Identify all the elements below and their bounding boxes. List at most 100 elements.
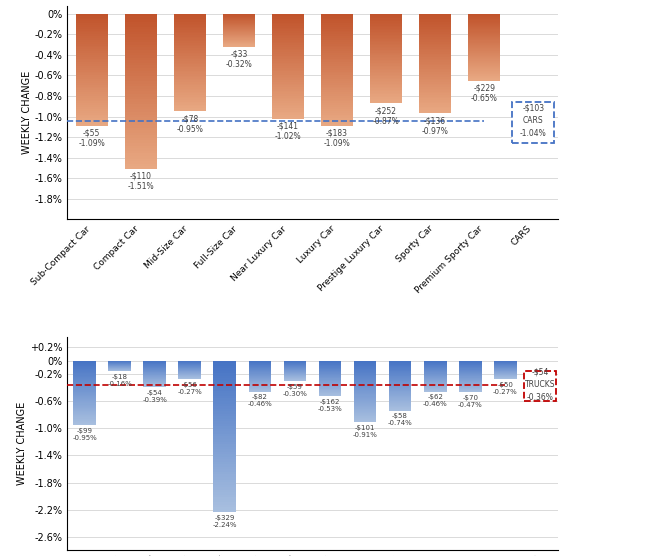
Bar bbox=[353, 383, 376, 384]
Bar bbox=[272, 16, 304, 17]
Bar bbox=[125, 63, 157, 66]
Bar bbox=[214, 436, 237, 439]
Bar bbox=[174, 37, 206, 38]
Bar bbox=[73, 383, 96, 384]
Bar bbox=[370, 102, 402, 103]
Bar bbox=[272, 86, 304, 87]
Bar bbox=[370, 84, 402, 85]
Bar bbox=[272, 52, 304, 54]
Bar bbox=[388, 384, 411, 385]
Bar bbox=[272, 29, 304, 31]
Bar bbox=[370, 39, 402, 41]
Bar bbox=[388, 369, 411, 370]
Bar bbox=[353, 401, 376, 403]
Bar bbox=[76, 94, 108, 96]
Bar bbox=[76, 77, 108, 79]
Bar bbox=[125, 24, 157, 27]
Bar bbox=[214, 431, 237, 434]
Bar bbox=[370, 94, 402, 96]
Bar bbox=[73, 404, 96, 405]
Bar bbox=[272, 31, 304, 33]
Bar bbox=[319, 367, 341, 368]
Bar bbox=[73, 399, 96, 400]
Bar bbox=[468, 67, 500, 68]
Bar bbox=[272, 37, 304, 38]
Bar bbox=[73, 413, 96, 414]
Bar bbox=[419, 65, 451, 67]
Bar bbox=[76, 31, 108, 32]
Bar bbox=[468, 19, 500, 21]
Bar bbox=[353, 380, 376, 381]
Bar bbox=[125, 138, 157, 141]
Bar bbox=[73, 406, 96, 408]
Bar bbox=[353, 381, 376, 382]
Bar bbox=[76, 115, 108, 116]
Bar bbox=[319, 384, 341, 385]
Bar bbox=[214, 371, 237, 373]
Bar bbox=[321, 64, 353, 66]
Bar bbox=[353, 394, 376, 395]
Bar bbox=[174, 20, 206, 22]
Bar bbox=[174, 107, 206, 108]
Bar bbox=[76, 64, 108, 66]
Bar bbox=[353, 387, 376, 388]
Bar bbox=[73, 396, 96, 397]
Bar bbox=[272, 57, 304, 59]
Bar bbox=[468, 15, 500, 16]
Bar bbox=[468, 23, 500, 24]
Bar bbox=[73, 398, 96, 399]
Bar bbox=[419, 21, 451, 22]
Bar bbox=[174, 35, 206, 37]
Bar bbox=[272, 26, 304, 28]
Bar bbox=[174, 17, 206, 19]
Bar bbox=[319, 372, 341, 373]
Bar bbox=[468, 63, 500, 64]
Bar bbox=[468, 27, 500, 28]
Bar bbox=[73, 367, 96, 368]
Bar bbox=[174, 82, 206, 84]
Bar bbox=[125, 102, 157, 105]
Bar bbox=[370, 66, 402, 67]
Bar bbox=[353, 409, 376, 410]
Bar bbox=[321, 31, 353, 32]
Bar bbox=[321, 43, 353, 46]
Bar bbox=[353, 382, 376, 383]
Bar bbox=[353, 398, 376, 399]
Bar bbox=[370, 75, 402, 76]
Bar bbox=[73, 366, 96, 367]
Bar bbox=[73, 394, 96, 395]
Bar bbox=[370, 88, 402, 90]
Bar bbox=[174, 69, 206, 71]
Bar bbox=[214, 406, 237, 409]
Bar bbox=[76, 49, 108, 51]
Bar bbox=[321, 27, 353, 29]
Bar bbox=[468, 56, 500, 57]
Bar bbox=[468, 53, 500, 54]
Bar bbox=[388, 386, 411, 388]
Text: -$55
-1.09%: -$55 -1.09% bbox=[79, 129, 105, 148]
Bar bbox=[370, 18, 402, 19]
Bar bbox=[76, 36, 108, 38]
Bar bbox=[388, 363, 411, 364]
Bar bbox=[370, 100, 402, 102]
Bar bbox=[353, 390, 376, 391]
Bar bbox=[76, 61, 108, 62]
Bar bbox=[419, 47, 451, 49]
Bar bbox=[321, 17, 353, 19]
Bar bbox=[272, 103, 304, 105]
Bar bbox=[321, 23, 353, 25]
Text: -$58
-0.74%: -$58 -0.74% bbox=[388, 414, 413, 426]
Bar bbox=[125, 19, 157, 22]
Bar bbox=[214, 419, 237, 421]
Bar bbox=[468, 54, 500, 55]
Bar bbox=[468, 42, 500, 43]
Bar bbox=[468, 48, 500, 49]
Bar bbox=[419, 93, 451, 95]
Bar bbox=[76, 23, 108, 25]
Bar bbox=[76, 79, 108, 81]
Bar bbox=[388, 378, 411, 379]
Bar bbox=[353, 388, 376, 389]
Bar bbox=[321, 62, 353, 64]
Bar bbox=[321, 103, 353, 105]
Bar bbox=[272, 61, 304, 63]
